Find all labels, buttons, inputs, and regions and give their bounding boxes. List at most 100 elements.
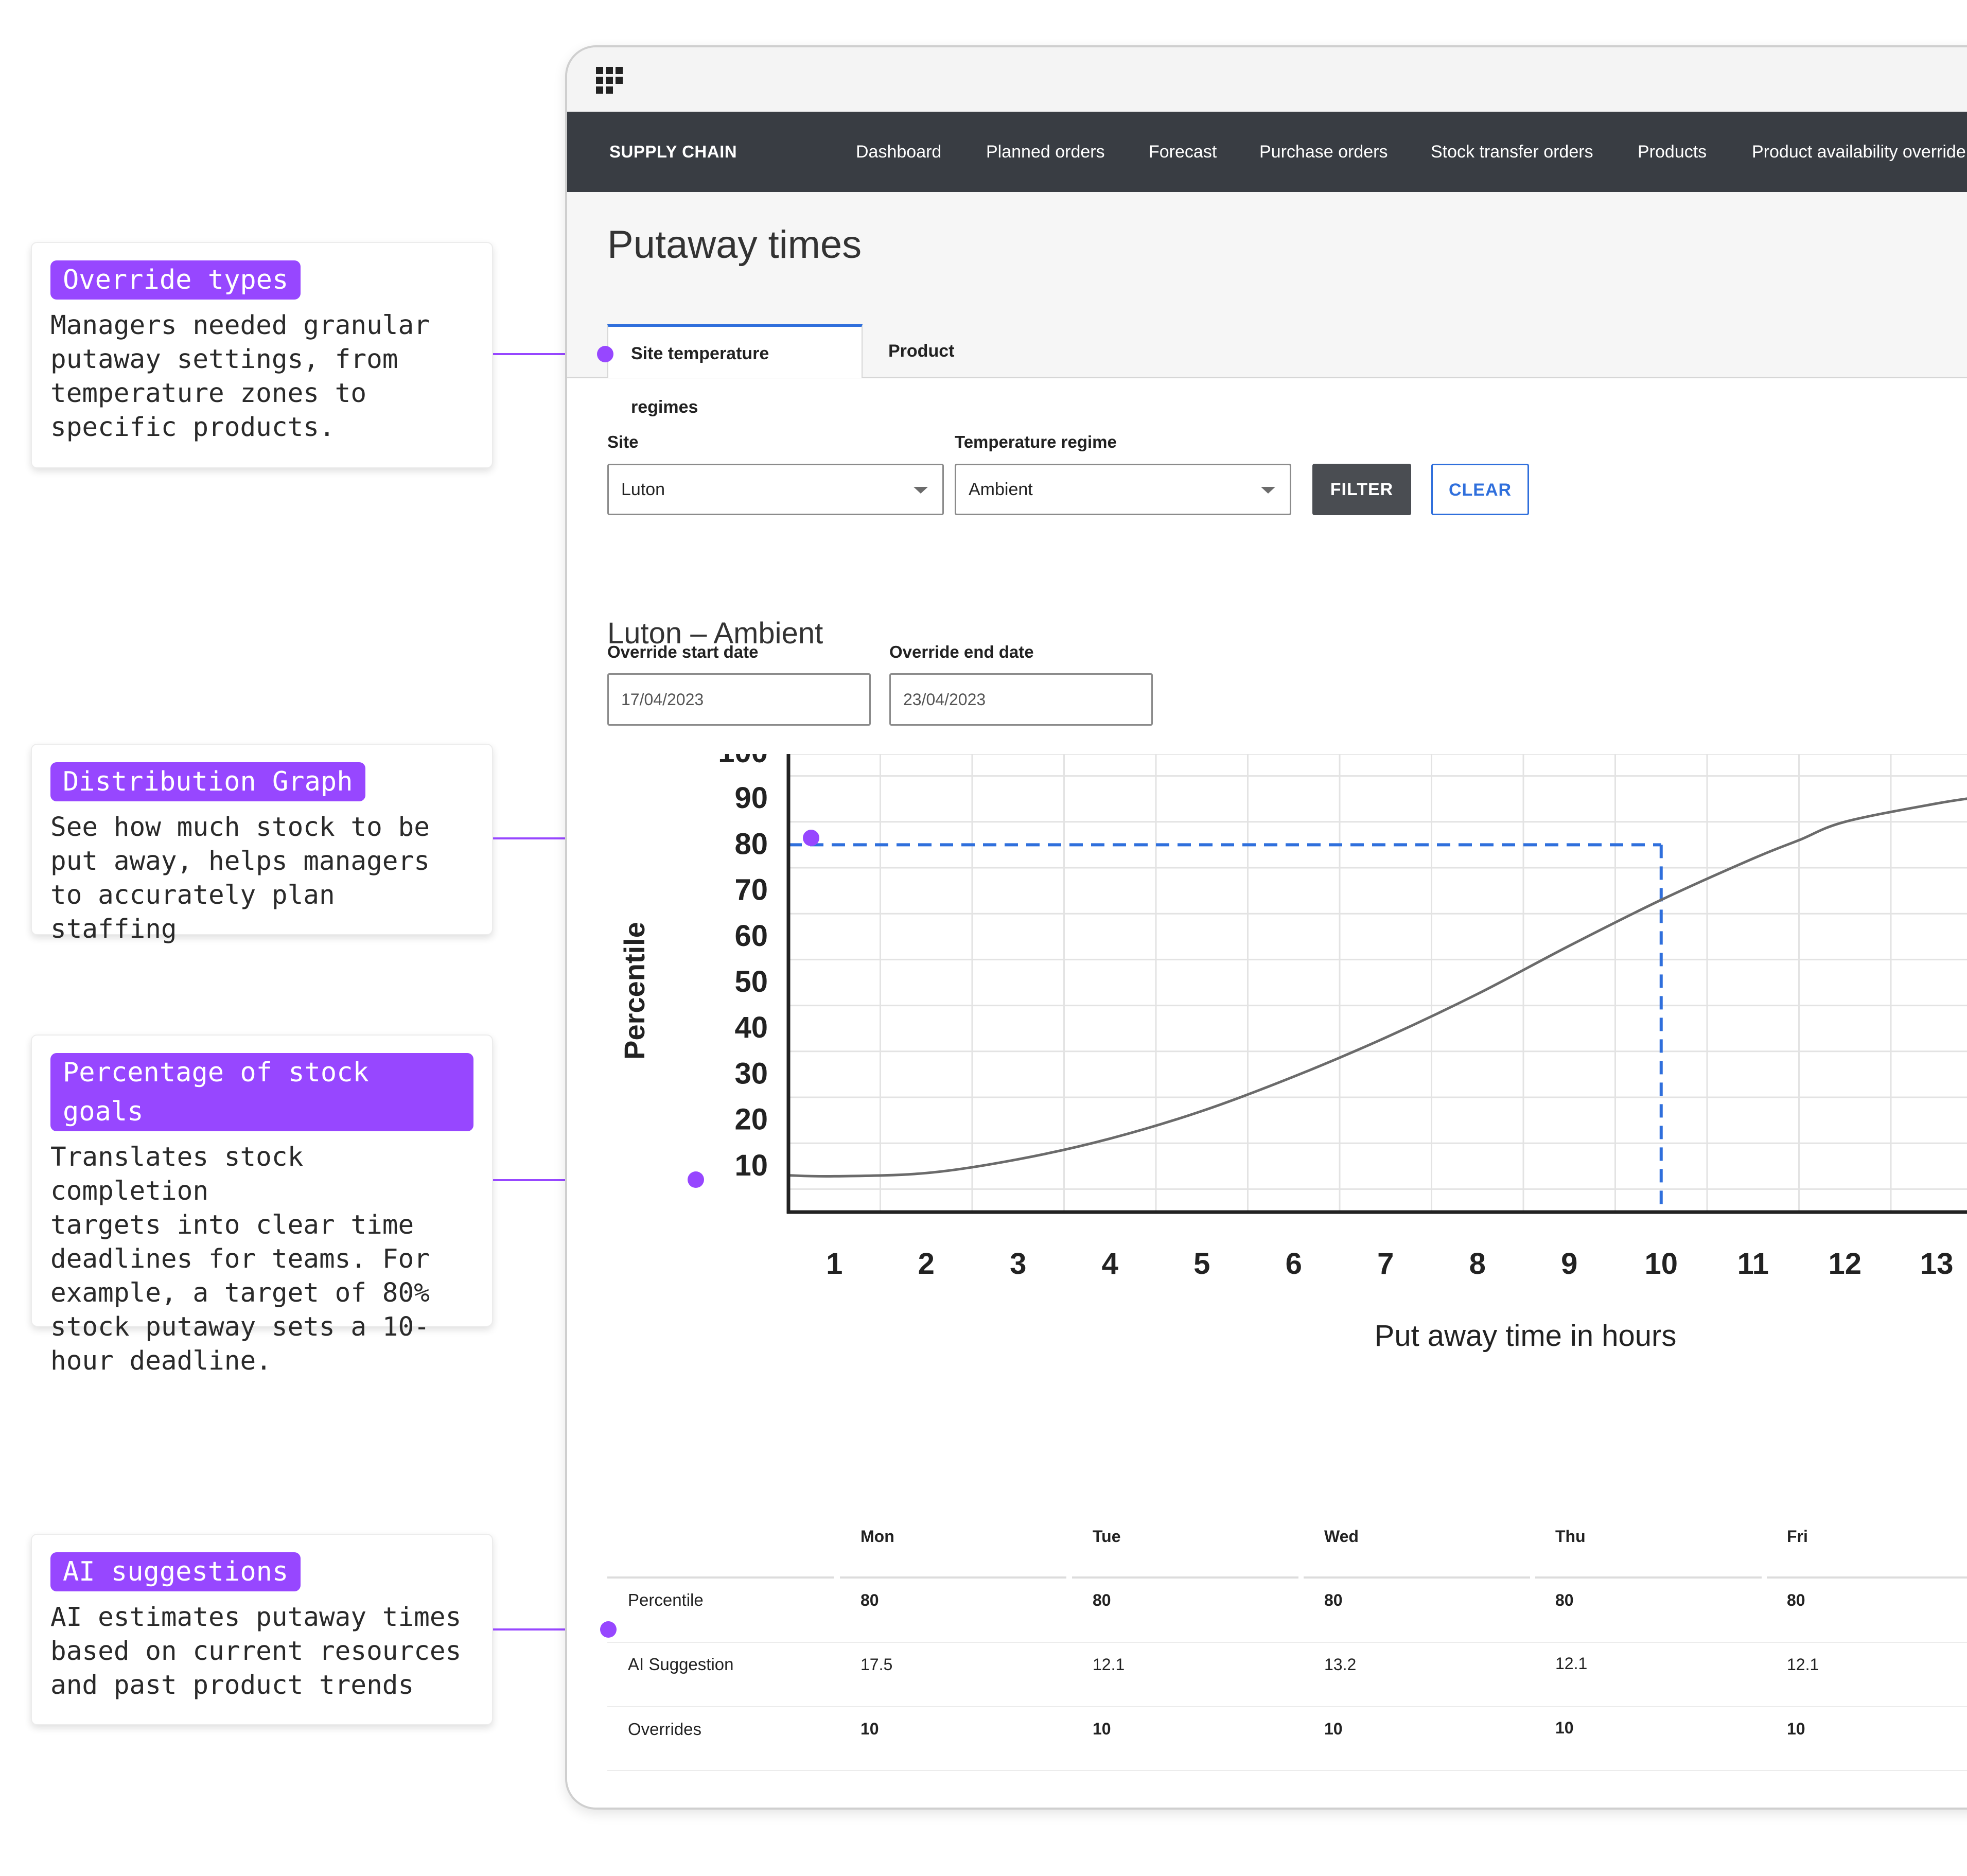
table-row-divider [607,1770,1967,1771]
nav-item-products[interactable]: Products [1638,142,1707,162]
table-row-divider [607,1642,1967,1643]
x-tick-label: 10 [1644,1247,1678,1281]
table-cell: 12.1 [1093,1655,1125,1674]
y-tick-label: 20 [734,1103,768,1136]
x-tick-label: 1 [826,1247,842,1281]
annotation-dot [597,346,613,362]
annotation-connector [493,1628,606,1630]
override-start-label: Override start date [607,642,759,661]
annotation-dot [688,1171,704,1188]
row-label-percentile: Percentile [628,1590,704,1609]
x-tick-label: 13 [1920,1247,1954,1281]
chart-axes [786,754,1967,1214]
table-header-thu: Thu [1555,1527,1586,1546]
annotation-body: AI estimates putaway times based on curr… [50,1602,462,1700]
site-label: Site [607,432,639,451]
table-cell: 80 [1093,1591,1111,1609]
row-label-overrides: Overrides [628,1720,702,1739]
y-tick-label: 60 [734,919,768,953]
table-header-rule [1304,1576,1530,1579]
y-tick-label: 90 [734,781,768,815]
table-header-rule [1072,1576,1298,1579]
y-tick-label: 70 [734,873,768,907]
app-window: SUPPLY CHAIN Dashboard Planned orders Fo… [565,45,1967,1810]
chevron-down-icon [1261,487,1275,494]
clear-button[interactable]: CLEAR [1431,464,1529,515]
temperature-regime-value: Ambient [969,480,1033,499]
nav-item-purchase-orders[interactable]: Purchase orders [1259,142,1388,162]
page-title: Putaway times [607,223,862,267]
x-tick-label: 12 [1828,1247,1861,1281]
y-tick-label: 10 [734,1149,768,1182]
tabs-underline [567,377,1967,378]
series-line [788,797,1967,1178]
y-tick-label: 80 [734,827,768,861]
top-navigation: SUPPLY CHAIN Dashboard Planned orders Fo… [567,112,1967,192]
filter-button[interactable]: FILTER [1312,464,1411,515]
table-header-tue: Tue [1093,1527,1121,1546]
nav-item-product-availability-override[interactable]: Product availability override [1752,142,1966,162]
x-tick-label: 4 [1102,1247,1118,1281]
override-end-date-input[interactable]: 23/04/2023 [889,673,1153,726]
table-header-rule [1535,1576,1762,1579]
table-cell: 17.5 [860,1655,893,1674]
app-grid-icon[interactable] [596,67,623,94]
annotation-tag: AI suggestions [50,1552,301,1591]
table-header-mon: Mon [860,1527,894,1546]
x-tick-label: 8 [1469,1247,1486,1281]
table-header-wed: Wed [1324,1527,1359,1546]
x-tick-label: 5 [1193,1247,1210,1281]
table-cell: 80 [860,1591,879,1609]
annotation-stock-goals: Percentage of stock goals Translates sto… [31,1035,493,1376]
distribution-chart: 10203040506070809010012345678910111213 P… [618,754,1967,1353]
table-cell: 12.1 [1787,1655,1819,1674]
annotation-override-types: Override types Managers needed granular … [31,242,493,468]
annotation-body: See how much stock to be put away, helps… [50,812,430,944]
tab-product[interactable]: Product [888,341,955,361]
annotation-body: Translates stock completion targets into… [50,1142,430,1376]
annotation-tag: Distribution Graph [50,762,365,801]
table-cell: 80 [1555,1591,1574,1609]
nav-item-planned-orders[interactable]: Planned orders [986,142,1105,162]
site-select-value: Luton [621,480,665,499]
annotation-dot [600,1621,617,1638]
x-axis-label: Put away time in hours [1375,1319,1677,1353]
temperature-regime-select[interactable]: Ambient [955,464,1291,515]
y-tick-label: 100 [718,754,768,769]
table-cell: 10 [860,1720,879,1738]
row-label-ai-suggestion: AI Suggestion [628,1655,734,1674]
nav-item-stock-transfer-orders[interactable]: Stock transfer orders [1431,142,1593,162]
table-header-fri: Fri [1787,1527,1808,1546]
nav-item-dashboard[interactable]: Dashboard [856,142,942,162]
override-start-date-input[interactable]: 17/04/2023 [607,673,871,726]
site-select[interactable]: Luton [607,464,944,515]
temperature-regime-label: Temperature regime [955,432,1117,451]
title-bar [567,47,1967,112]
chevron-down-icon [914,487,928,494]
annotation-tag: Percentage of stock goals [50,1053,473,1131]
annotation-distribution-graph: Distribution Graph See how much stock to… [31,744,493,944]
x-tick-label: 6 [1286,1247,1302,1281]
table-header-rule [607,1576,834,1579]
table-cell: 80 [1324,1591,1343,1609]
table-header-rule [1767,1576,1967,1579]
chart-reference-lines [788,843,1663,1212]
x-tick-label: 2 [918,1247,935,1281]
table-header-rule [840,1576,1066,1579]
table-cell: 10 [1093,1720,1111,1738]
chart-series [788,797,1967,1178]
x-tick-label: 7 [1377,1247,1394,1281]
chart-tick-labels: 10203040506070809010012345678910111213 [718,754,1953,1281]
tab-site-temperature-regimes[interactable]: Site temperature regimes [607,324,863,417]
nav-item-forecast[interactable]: Forecast [1149,142,1217,162]
table-cell: 10 [1324,1720,1343,1738]
y-tick-label: 40 [734,1011,768,1044]
annotation-body: Managers needed granular putaway setting… [50,310,430,443]
annotation-tag: Override types [50,260,301,300]
y-tick-label: 50 [734,965,768,998]
annotation-connector [493,353,603,355]
override-end-label: Override end date [889,642,1034,661]
y-tick-label: 30 [734,1057,768,1090]
annotation-ai-suggestions: AI suggestions AI estimates putaway time… [31,1534,493,1725]
table-cell: 13.2 [1324,1655,1357,1674]
